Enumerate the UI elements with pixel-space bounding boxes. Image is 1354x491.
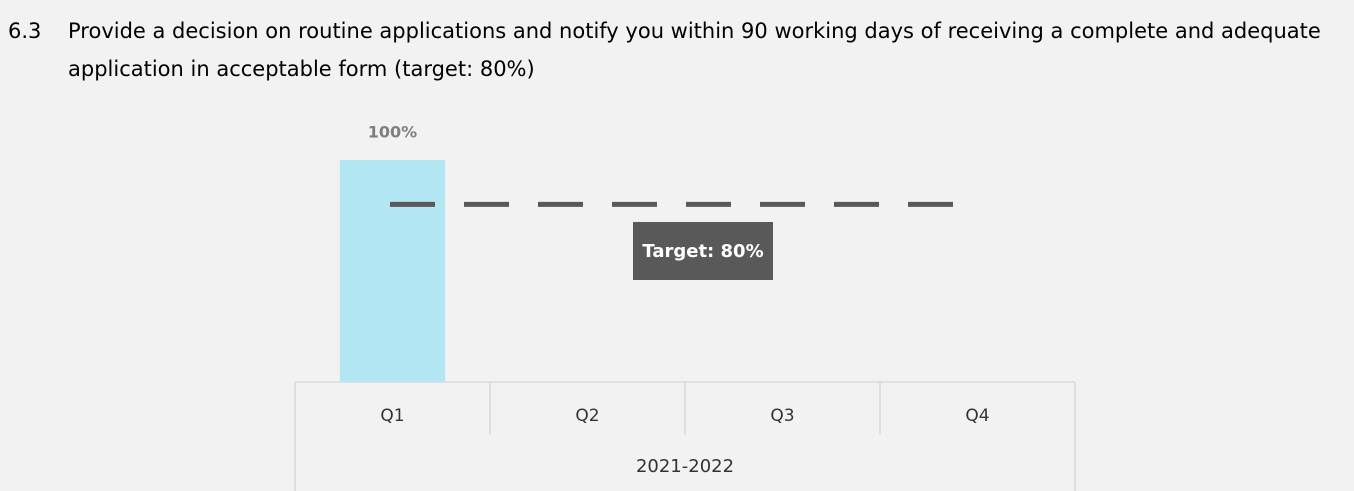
chart-title: Provide a decision on routine applicatio… — [68, 19, 1321, 81]
bar — [339, 160, 446, 382]
target-label: Target: 80% — [642, 241, 763, 262]
target-label-box — [633, 222, 773, 280]
section-number: 6.3 — [8, 19, 42, 43]
group-label: 2021-2022 — [636, 456, 734, 477]
title-block: 6.3 Provide a decision on routine applic… — [8, 12, 1348, 88]
x-tick-label: Q4 — [965, 406, 989, 426]
value-label: 100% — [368, 123, 417, 142]
x-tick-label: Q2 — [575, 406, 599, 426]
x-tick-label: Q1 — [380, 406, 404, 426]
x-tick-label: Q3 — [770, 406, 794, 426]
